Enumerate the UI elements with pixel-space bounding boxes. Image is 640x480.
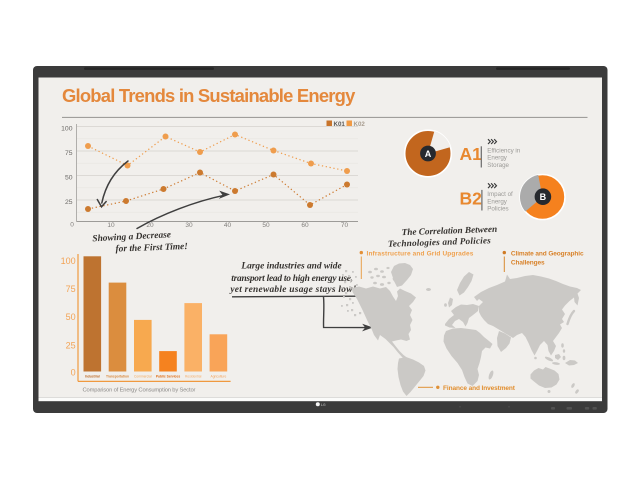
svg-text:Global Trends in Sustainable E: Global Trends in Sustainable Energy (62, 85, 356, 106)
svg-text:Challenges: Challenges (511, 259, 545, 266)
svg-text:Storage: Storage (487, 162, 509, 169)
svg-text:Industrial: Industrial (85, 375, 100, 379)
svg-text:Efficiency in: Efficiency in (487, 147, 520, 154)
svg-text:75: 75 (66, 284, 76, 294)
svg-text:40: 40 (224, 222, 232, 229)
svg-text:Comparison of Energy Consumpti: Comparison of Energy Consumption by Sect… (83, 388, 196, 394)
svg-text:Energy: Energy (487, 198, 508, 205)
svg-text:30: 30 (185, 222, 193, 229)
svg-text:50: 50 (262, 222, 270, 229)
svg-text:100: 100 (61, 256, 76, 266)
svg-text:Large industries and wide: Large industries and wide (240, 262, 341, 272)
svg-text:Infrastructure and Grid Upgrad: Infrastructure and Grid Upgrades (367, 250, 474, 257)
svg-text:50: 50 (66, 312, 76, 322)
svg-text:10: 10 (107, 222, 115, 229)
svg-text:Technologies and Policies: Technologies and Policies (388, 235, 492, 249)
svg-text:Energy: Energy (487, 155, 508, 162)
svg-text:A: A (425, 149, 432, 159)
svg-text:25: 25 (66, 340, 76, 350)
svg-text:B2: B2 (460, 188, 483, 208)
svg-text:50: 50 (65, 174, 73, 181)
svg-text:Policies: Policies (487, 205, 508, 212)
svg-text:25: 25 (65, 199, 73, 206)
svg-text:K01: K01 (334, 121, 346, 128)
svg-text:transport lead to high energy: transport lead to high energy use, (231, 274, 353, 284)
svg-text:The Correlation Between: The Correlation Between (402, 224, 498, 237)
svg-text:Residential: Residential (185, 375, 202, 379)
svg-text:Climate and Geographic: Climate and Geographic (511, 250, 584, 257)
svg-text:Agriculture: Agriculture (211, 375, 227, 379)
svg-text:yet renewable usage stays low!: yet renewable usage stays low! (229, 285, 356, 295)
svg-text:LG: LG (321, 403, 326, 407)
svg-text:A1: A1 (460, 144, 483, 164)
svg-text:75: 75 (65, 150, 73, 157)
svg-text:100: 100 (61, 125, 73, 132)
svg-text:70: 70 (341, 222, 349, 229)
svg-text:60: 60 (301, 222, 309, 229)
svg-text:for the First Time!: for the First Time! (115, 242, 188, 255)
svg-text:Transportation: Transportation (106, 375, 129, 379)
svg-text:Commercial: Commercial (134, 375, 152, 379)
svg-text:Finance and Investment: Finance and Investment (443, 385, 516, 392)
svg-text:Impact of: Impact of (487, 191, 513, 198)
svg-text:20: 20 (146, 222, 154, 229)
svg-text:0: 0 (70, 222, 74, 229)
svg-text:Showing a Decrease: Showing a Decrease (92, 230, 171, 244)
svg-text:0: 0 (71, 368, 76, 378)
svg-text:Public Services: Public Services (156, 375, 181, 379)
svg-text:B: B (540, 192, 547, 202)
svg-text:K02: K02 (354, 121, 366, 128)
